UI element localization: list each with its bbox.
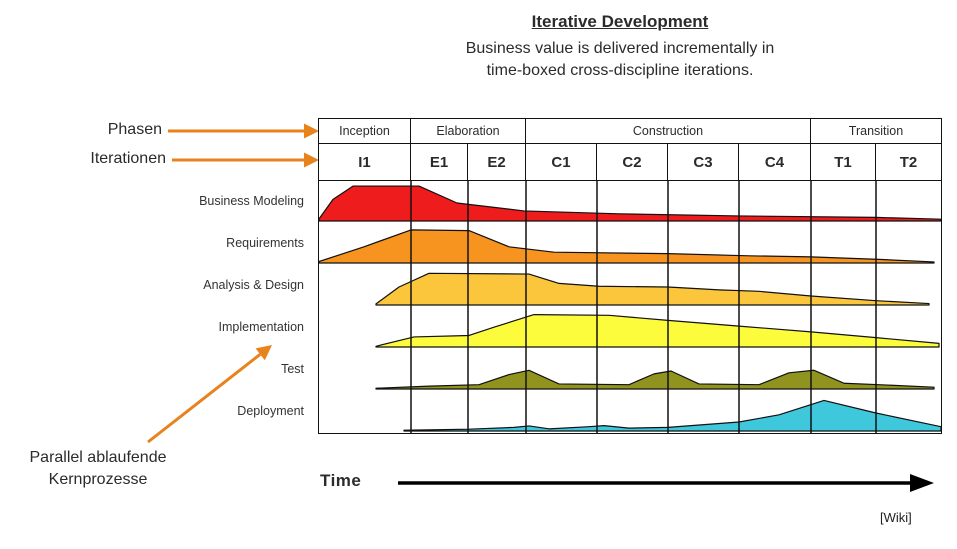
parallel-label-line1: Parallel ablaufende [29, 449, 167, 466]
iterations-row: I1 E1 E2 C1 C2 C3 C4 T1 T2 [319, 144, 941, 181]
iterationen-arrow-icon [172, 152, 319, 168]
time-arrow-icon [398, 474, 934, 492]
discipline-label-deployment: Deployment [237, 404, 304, 418]
iteration-cell-c3: C3 [668, 144, 739, 180]
iteration-cell-i1: I1 [319, 144, 411, 180]
discipline-label-requirements: Requirements [226, 236, 304, 250]
iteration-cell-e1: E1 [411, 144, 468, 180]
iteration-cell-e2: E2 [468, 144, 526, 180]
phasen-label: Phasen [107, 121, 162, 138]
hump-requirements [318, 229, 935, 264]
diagram-title: Iterative Development [531, 12, 709, 31]
diagram-subtitle-line1: Business value is delivered incrementall… [465, 40, 775, 57]
iteration-cell-c4: C4 [739, 144, 811, 180]
phasen-arrow-icon [168, 123, 319, 139]
hump-business-modeling [318, 185, 942, 222]
attribution: [Wiki] [880, 510, 912, 525]
hump-implementation [375, 314, 940, 348]
hump-analysis-design [375, 272, 930, 306]
title-block: Iterative Development Business value is … [300, 12, 940, 83]
phase-cell-construction: Construction [526, 119, 811, 143]
phase-cell-inception: Inception [319, 119, 411, 143]
discipline-label-business-modeling: Business Modeling [199, 194, 304, 208]
diagram-subtitle-line2: time-boxed cross-discipline iterations. [486, 62, 754, 80]
time-label: Time [320, 471, 362, 490]
phase-cell-elaboration: Elaboration [411, 119, 526, 143]
discipline-label-analysis-design: Analysis & Design [203, 278, 304, 292]
discipline-label-implementation: Implementation [218, 320, 304, 334]
hump-deployment [403, 399, 942, 432]
parallel-processes-label: Parallel ablaufende Kernprozesse [0, 447, 196, 490]
chart-body [318, 181, 942, 433]
parallel-label-line2: Kernprozesse [48, 470, 148, 488]
discipline-label-test: Test [281, 362, 304, 376]
rup-hump-chart: Inception Elaboration Construction Transiti… [318, 118, 942, 434]
phase-cell-transition: Transition [848, 124, 904, 138]
hump-test [375, 369, 935, 390]
iteration-cell-t2: T2 [899, 153, 918, 171]
phases-row: Inception Elaboration Construction Transiti… [319, 119, 941, 144]
iteration-cell-c1: C1 [526, 144, 597, 180]
iterationen-label: Iterationen [90, 150, 166, 167]
parallel-arrow-icon [147, 345, 272, 444]
iteration-cell-c2: C2 [597, 144, 668, 180]
discipline-labels: Business Modeling Requirements Analysis & … [0, 180, 312, 432]
humps-plot [318, 181, 942, 433]
iteration-cell-t1: T1 [811, 144, 876, 180]
